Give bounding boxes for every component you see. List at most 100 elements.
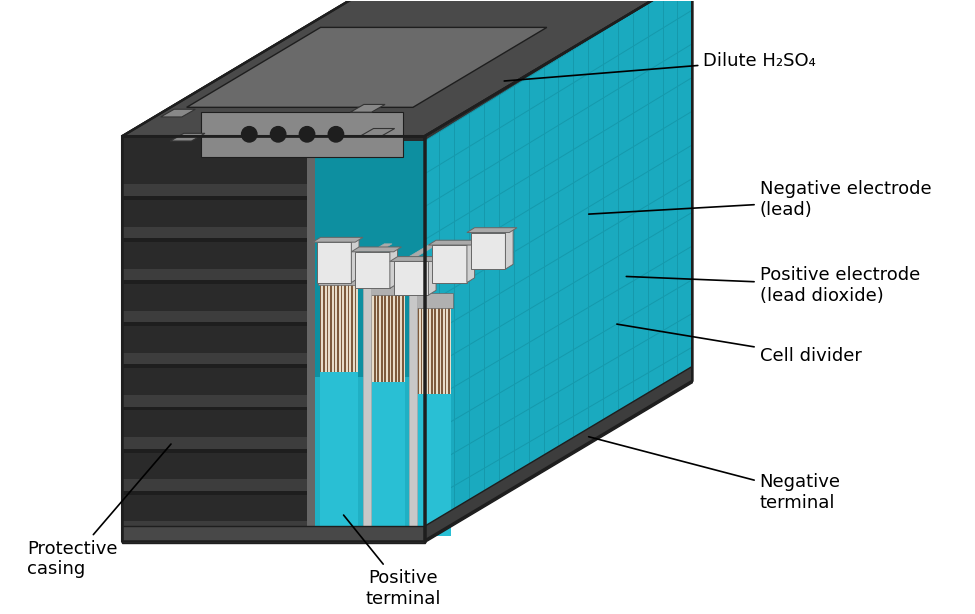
Polygon shape bbox=[313, 238, 363, 242]
Text: Dilute H₂SO₄: Dilute H₂SO₄ bbox=[504, 52, 816, 81]
Polygon shape bbox=[320, 286, 322, 372]
Polygon shape bbox=[424, 163, 692, 326]
Polygon shape bbox=[307, 141, 315, 536]
Polygon shape bbox=[335, 286, 337, 372]
Circle shape bbox=[242, 126, 257, 142]
Polygon shape bbox=[171, 133, 205, 141]
Polygon shape bbox=[349, 286, 351, 372]
Polygon shape bbox=[394, 262, 428, 295]
Polygon shape bbox=[398, 295, 400, 382]
Polygon shape bbox=[331, 286, 332, 372]
Polygon shape bbox=[424, 25, 692, 196]
Polygon shape bbox=[419, 308, 421, 394]
Polygon shape bbox=[363, 244, 392, 257]
Polygon shape bbox=[337, 286, 339, 372]
Polygon shape bbox=[424, 0, 692, 541]
Polygon shape bbox=[315, 377, 424, 539]
Text: Positive
terminal: Positive terminal bbox=[343, 515, 441, 608]
Polygon shape bbox=[395, 295, 397, 382]
Polygon shape bbox=[351, 247, 402, 252]
Polygon shape bbox=[410, 257, 417, 536]
Polygon shape bbox=[428, 257, 436, 295]
Polygon shape bbox=[438, 308, 440, 394]
Polygon shape bbox=[415, 308, 417, 394]
Polygon shape bbox=[414, 308, 415, 394]
Circle shape bbox=[270, 126, 286, 142]
Polygon shape bbox=[424, 36, 692, 200]
Polygon shape bbox=[424, 331, 692, 495]
Polygon shape bbox=[367, 295, 369, 382]
Polygon shape bbox=[447, 308, 448, 394]
Polygon shape bbox=[440, 308, 442, 394]
Polygon shape bbox=[369, 295, 370, 382]
Polygon shape bbox=[432, 245, 467, 282]
Polygon shape bbox=[428, 308, 429, 394]
Polygon shape bbox=[122, 395, 424, 406]
Polygon shape bbox=[122, 533, 424, 537]
Polygon shape bbox=[505, 228, 513, 269]
Polygon shape bbox=[386, 295, 388, 382]
Polygon shape bbox=[424, 289, 692, 453]
Polygon shape bbox=[360, 128, 395, 136]
Polygon shape bbox=[421, 308, 422, 394]
Polygon shape bbox=[382, 295, 384, 382]
Polygon shape bbox=[355, 252, 390, 289]
Polygon shape bbox=[353, 286, 355, 372]
Polygon shape bbox=[370, 295, 372, 382]
Polygon shape bbox=[342, 286, 344, 372]
Text: Negative electrode
(lead): Negative electrode (lead) bbox=[589, 180, 931, 219]
Polygon shape bbox=[122, 322, 424, 326]
Polygon shape bbox=[429, 308, 431, 394]
Polygon shape bbox=[426, 308, 428, 394]
Polygon shape bbox=[318, 271, 360, 286]
Polygon shape bbox=[424, 204, 692, 368]
Polygon shape bbox=[340, 286, 342, 372]
Polygon shape bbox=[122, 196, 424, 200]
Polygon shape bbox=[122, 480, 424, 491]
Polygon shape bbox=[322, 286, 323, 372]
Polygon shape bbox=[467, 228, 517, 233]
Text: Positive electrode
(lead dioxide): Positive electrode (lead dioxide) bbox=[626, 266, 920, 305]
Polygon shape bbox=[410, 244, 438, 257]
Polygon shape bbox=[433, 308, 435, 394]
Polygon shape bbox=[186, 28, 547, 107]
Polygon shape bbox=[424, 109, 692, 280]
Polygon shape bbox=[431, 308, 433, 394]
Polygon shape bbox=[436, 308, 438, 394]
Polygon shape bbox=[397, 295, 398, 382]
Polygon shape bbox=[435, 308, 436, 394]
Polygon shape bbox=[424, 120, 692, 284]
Polygon shape bbox=[122, 449, 424, 453]
Polygon shape bbox=[122, 406, 424, 410]
Polygon shape bbox=[122, 521, 424, 533]
Polygon shape bbox=[379, 295, 381, 382]
Polygon shape bbox=[344, 286, 346, 372]
Polygon shape bbox=[350, 104, 385, 112]
Polygon shape bbox=[317, 242, 351, 282]
Polygon shape bbox=[424, 367, 692, 543]
Polygon shape bbox=[327, 286, 329, 372]
Polygon shape bbox=[424, 67, 692, 238]
Polygon shape bbox=[412, 293, 453, 308]
Polygon shape bbox=[424, 78, 692, 242]
Polygon shape bbox=[375, 295, 377, 382]
Polygon shape bbox=[122, 311, 424, 322]
Polygon shape bbox=[424, 235, 692, 406]
Polygon shape bbox=[417, 308, 419, 394]
Polygon shape bbox=[467, 240, 475, 282]
Polygon shape bbox=[424, 373, 692, 537]
Polygon shape bbox=[428, 240, 479, 245]
Polygon shape bbox=[161, 109, 195, 117]
Polygon shape bbox=[391, 295, 393, 382]
Polygon shape bbox=[377, 295, 379, 382]
Polygon shape bbox=[389, 295, 391, 382]
Polygon shape bbox=[122, 0, 692, 136]
Polygon shape bbox=[445, 308, 447, 394]
Polygon shape bbox=[315, 141, 424, 536]
Polygon shape bbox=[424, 278, 692, 449]
Polygon shape bbox=[320, 372, 358, 536]
Polygon shape bbox=[449, 308, 451, 394]
Polygon shape bbox=[333, 286, 335, 372]
Polygon shape bbox=[332, 286, 333, 372]
Polygon shape bbox=[393, 295, 395, 382]
